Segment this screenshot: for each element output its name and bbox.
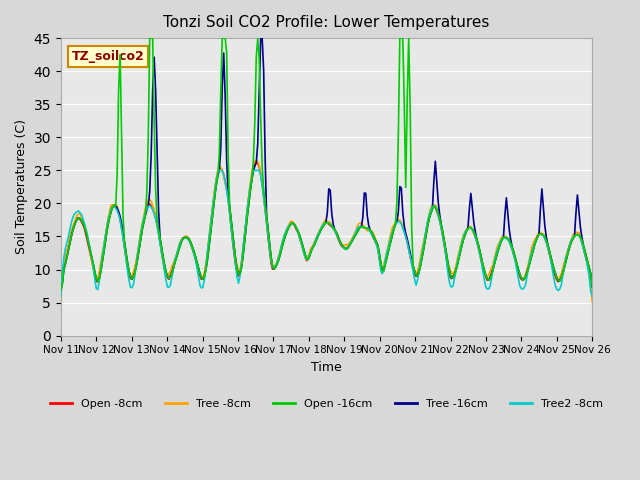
Title: Tonzi Soil CO2 Profile: Lower Temperatures: Tonzi Soil CO2 Profile: Lower Temperatur… <box>163 15 490 30</box>
Legend: Open -8cm, Tree -8cm, Open -16cm, Tree -16cm, Tree2 -8cm: Open -8cm, Tree -8cm, Open -16cm, Tree -… <box>46 395 607 414</box>
Text: TZ_soilco2: TZ_soilco2 <box>72 50 144 63</box>
X-axis label: Time: Time <box>311 361 342 374</box>
Y-axis label: Soil Temperatures (C): Soil Temperatures (C) <box>15 120 28 254</box>
